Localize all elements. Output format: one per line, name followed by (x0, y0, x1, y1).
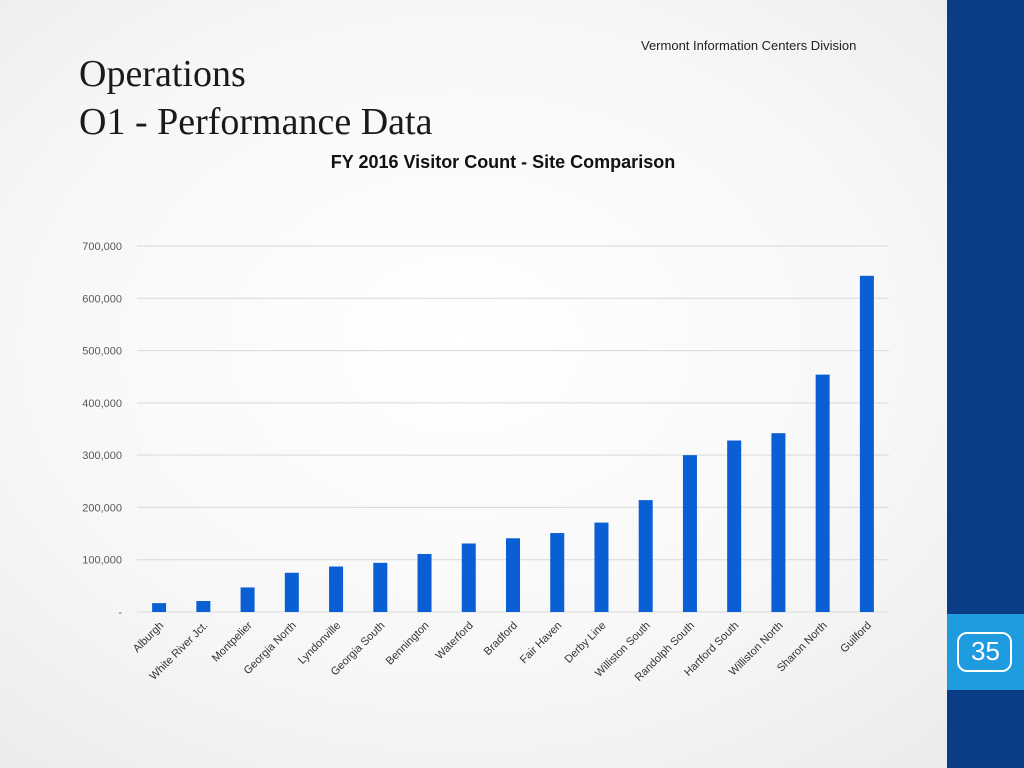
bar (373, 562, 388, 612)
x-tick-label: Lyndonville (296, 620, 343, 667)
bar (240, 587, 255, 612)
x-tick-label: Bradford (482, 620, 520, 658)
x-tick-label: Guilford (838, 620, 874, 656)
y-tick-label: 400,000 (82, 398, 122, 410)
bar (727, 440, 742, 612)
bar (196, 601, 211, 612)
x-tick-label: Waterford (434, 620, 476, 662)
y-tick-label: - (118, 607, 122, 619)
bar (506, 538, 520, 612)
slide-title: Operations (79, 53, 246, 95)
bar (815, 374, 830, 612)
x-tick-label: Bennington (384, 620, 432, 668)
bar (152, 603, 167, 612)
slide-subtitle: O1 - Performance Data (79, 101, 433, 143)
x-tick-label: Derby Line (562, 620, 608, 666)
bar (550, 533, 565, 612)
x-tick-label: Montpelier (210, 619, 255, 664)
bar (771, 433, 786, 612)
bar (329, 566, 344, 612)
y-tick-label: 300,000 (82, 450, 122, 462)
chart-title: FY 2016 Visitor Count - Site Comparison (330, 152, 676, 172)
bar (461, 543, 476, 612)
bar (682, 455, 697, 612)
bar (638, 500, 653, 612)
page-number: 35 (971, 636, 1000, 666)
page-number-badge: 35 (947, 614, 1024, 690)
bar (284, 572, 299, 612)
y-tick-label: 500,000 (82, 346, 122, 358)
division-name: Vermont Information Centers Division (641, 38, 857, 53)
x-tick-label: Alburgh (131, 620, 166, 655)
bar (417, 553, 432, 612)
y-tick-label: 100,000 (82, 555, 122, 567)
bar (594, 522, 609, 612)
y-tick-label: 600,000 (82, 293, 122, 305)
y-tick-label: 200,000 (82, 502, 122, 514)
bar (859, 275, 874, 612)
y-tick-label: 700,000 (82, 241, 122, 253)
page-number-frame (957, 632, 1012, 672)
bar-chart: - 100,000 200,000 300,000 400,000 500,000 600,… (82, 241, 889, 684)
x-tick-label: Fair Haven (518, 620, 565, 667)
